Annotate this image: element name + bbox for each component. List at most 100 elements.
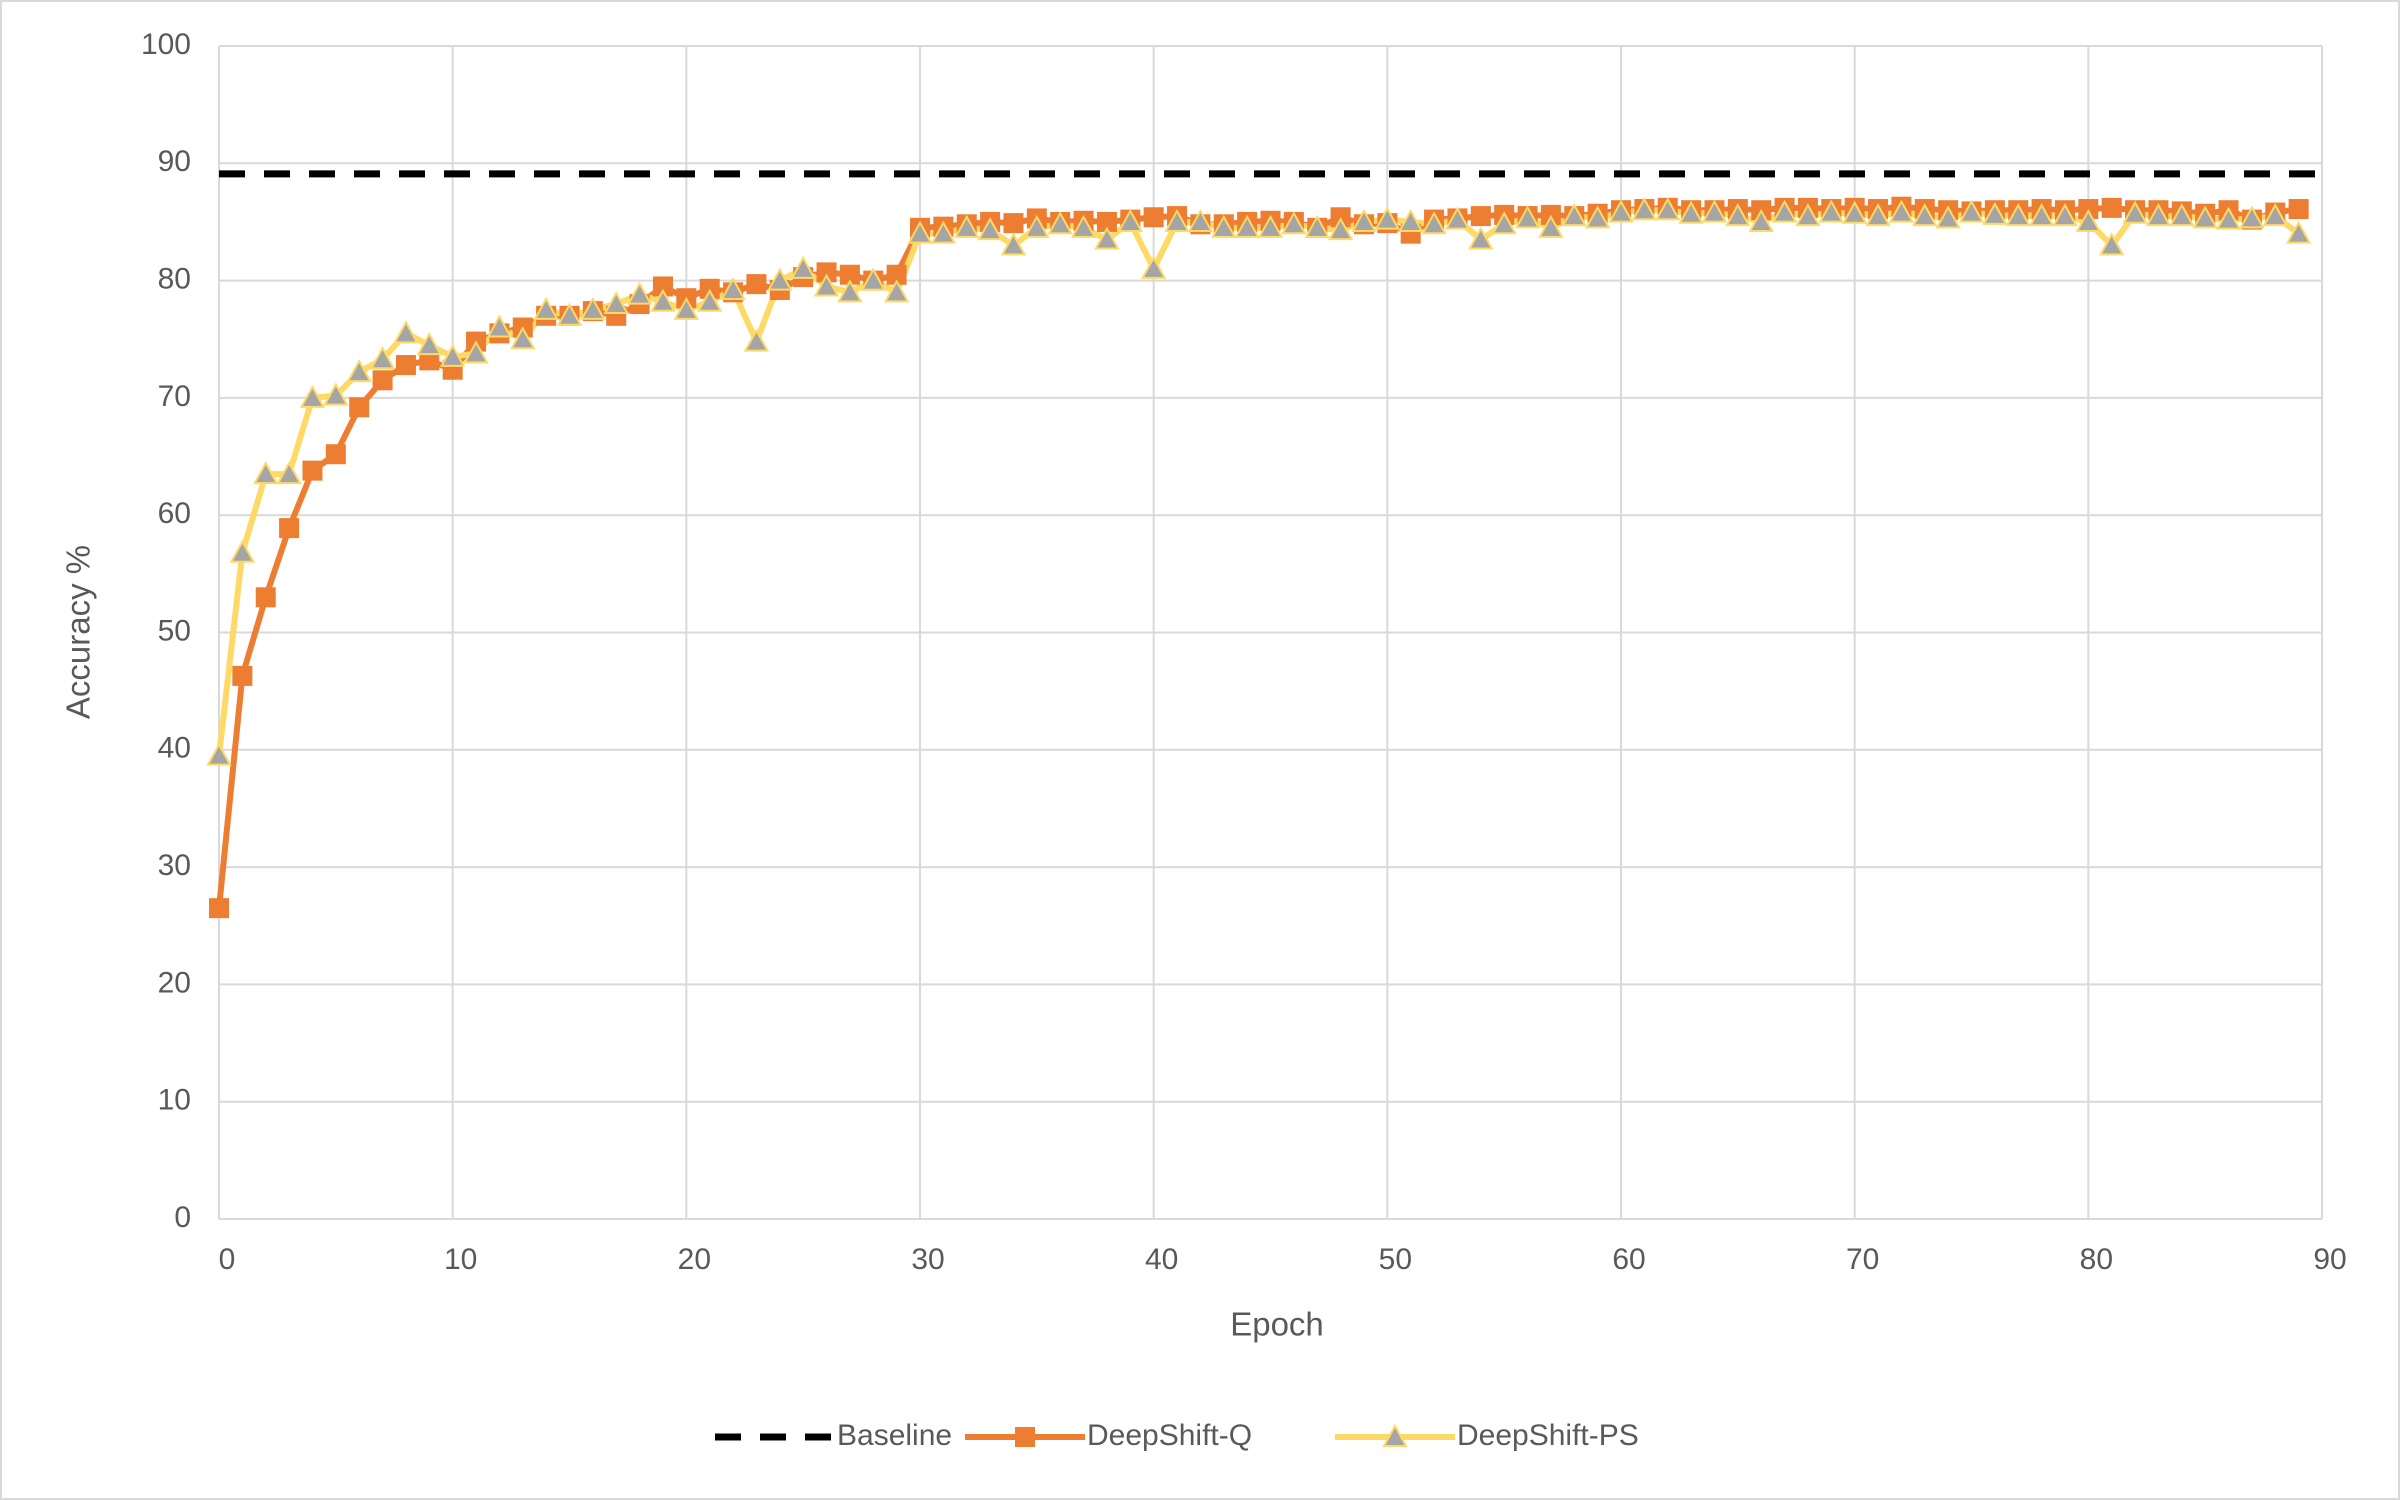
- marker: [652, 276, 673, 297]
- legend: Baseline DeepShift-Q DeepShift-PS: [715, 1419, 1639, 1452]
- x-tick-label: 30: [911, 1243, 944, 1276]
- y-tick-label: 30: [158, 849, 191, 882]
- marker: [1070, 214, 1097, 238]
- x-tick-label: 50: [1379, 1243, 1412, 1276]
- marker: [839, 264, 860, 285]
- marker: [837, 279, 863, 303]
- marker: [1935, 205, 1961, 229]
- marker: [1304, 214, 1330, 238]
- marker: [883, 279, 910, 303]
- marker: [276, 461, 302, 485]
- marker: [1958, 199, 1985, 223]
- marker: [2005, 203, 2031, 227]
- marker: [463, 340, 489, 364]
- marker: [1584, 205, 1611, 229]
- marker: [1444, 206, 1471, 230]
- marker: [1701, 199, 1728, 223]
- marker: [1561, 203, 1587, 227]
- marker: [720, 276, 746, 300]
- marker: [790, 255, 816, 279]
- marker: [1982, 201, 2008, 225]
- marker: [1047, 211, 1073, 235]
- marker: [299, 384, 326, 408]
- marker: [206, 742, 232, 766]
- marker: [1841, 200, 1868, 224]
- legend-label: DeepShift-Q: [1087, 1419, 1252, 1452]
- marker: [886, 264, 907, 285]
- marker: [650, 288, 676, 312]
- x-tick-label: 70: [1846, 1243, 1879, 1276]
- marker: [1187, 208, 1214, 232]
- marker: [603, 290, 629, 315]
- marker: [346, 359, 372, 383]
- plot-area: [206, 170, 2322, 919]
- x-tick-label: 40: [1145, 1243, 1178, 1276]
- marker: [556, 302, 583, 326]
- marker: [1491, 211, 1517, 235]
- marker: [1003, 213, 1024, 234]
- marker: [2169, 203, 2195, 227]
- marker: [302, 460, 323, 481]
- y-tick-label: 0: [174, 1201, 191, 1234]
- marker: [1382, 1423, 1408, 1447]
- marker: [1000, 232, 1027, 256]
- marker: [323, 382, 349, 406]
- y-tick-label: 60: [158, 497, 191, 530]
- y-axis-title: Accuracy %: [60, 545, 97, 719]
- marker: [486, 314, 513, 338]
- marker: [977, 217, 1003, 241]
- marker: [2215, 206, 2242, 230]
- y-tick-label: 80: [158, 263, 191, 296]
- marker: [369, 346, 396, 370]
- marker: [232, 665, 253, 686]
- marker: [1912, 203, 1938, 227]
- marker: [1888, 199, 1915, 223]
- marker: [1771, 199, 1798, 223]
- marker: [2262, 203, 2288, 227]
- marker: [1421, 211, 1447, 235]
- marker: [1234, 214, 1260, 238]
- marker: [1327, 217, 1354, 241]
- marker: [1514, 205, 1541, 229]
- marker: [1608, 199, 1634, 223]
- x-tick-label: 0: [219, 1243, 236, 1276]
- x-tick-label: 90: [2313, 1243, 2346, 1276]
- marker: [1281, 211, 1307, 235]
- y-tick-label: 90: [158, 145, 191, 178]
- marker: [1351, 208, 1377, 232]
- x-tick-label: 80: [2080, 1243, 2113, 1276]
- marker: [1538, 214, 1564, 238]
- x-tick-label: 10: [444, 1243, 477, 1276]
- marker: [510, 326, 536, 350]
- marker: [1470, 206, 1491, 227]
- marker: [439, 343, 466, 367]
- marker: [209, 898, 229, 919]
- marker: [1468, 226, 1494, 250]
- marker: [954, 214, 980, 238]
- marker: [372, 370, 393, 391]
- marker: [395, 355, 416, 376]
- x-tick-label: 60: [1612, 1243, 1645, 1276]
- marker: [2285, 220, 2312, 244]
- marker: [2101, 197, 2122, 218]
- marker: [1374, 206, 1401, 230]
- marker: [2052, 203, 2078, 227]
- marker: [1725, 203, 1751, 227]
- marker: [1143, 207, 1164, 228]
- marker: [1257, 214, 1284, 238]
- marker: [2075, 208, 2102, 232]
- marker: [1748, 208, 1774, 232]
- y-tick-label: 20: [158, 966, 191, 999]
- marker: [416, 332, 442, 356]
- marker: [697, 288, 723, 312]
- marker: [1795, 203, 1821, 227]
- marker: [673, 296, 700, 320]
- marker: [860, 267, 886, 291]
- marker: [1117, 208, 1143, 232]
- marker: [1015, 1427, 1035, 1447]
- marker: [1818, 199, 1844, 223]
- y-tick-label: 50: [158, 614, 191, 647]
- marker: [907, 220, 933, 244]
- marker: [2028, 203, 2055, 227]
- legend-label: Baseline: [837, 1419, 952, 1452]
